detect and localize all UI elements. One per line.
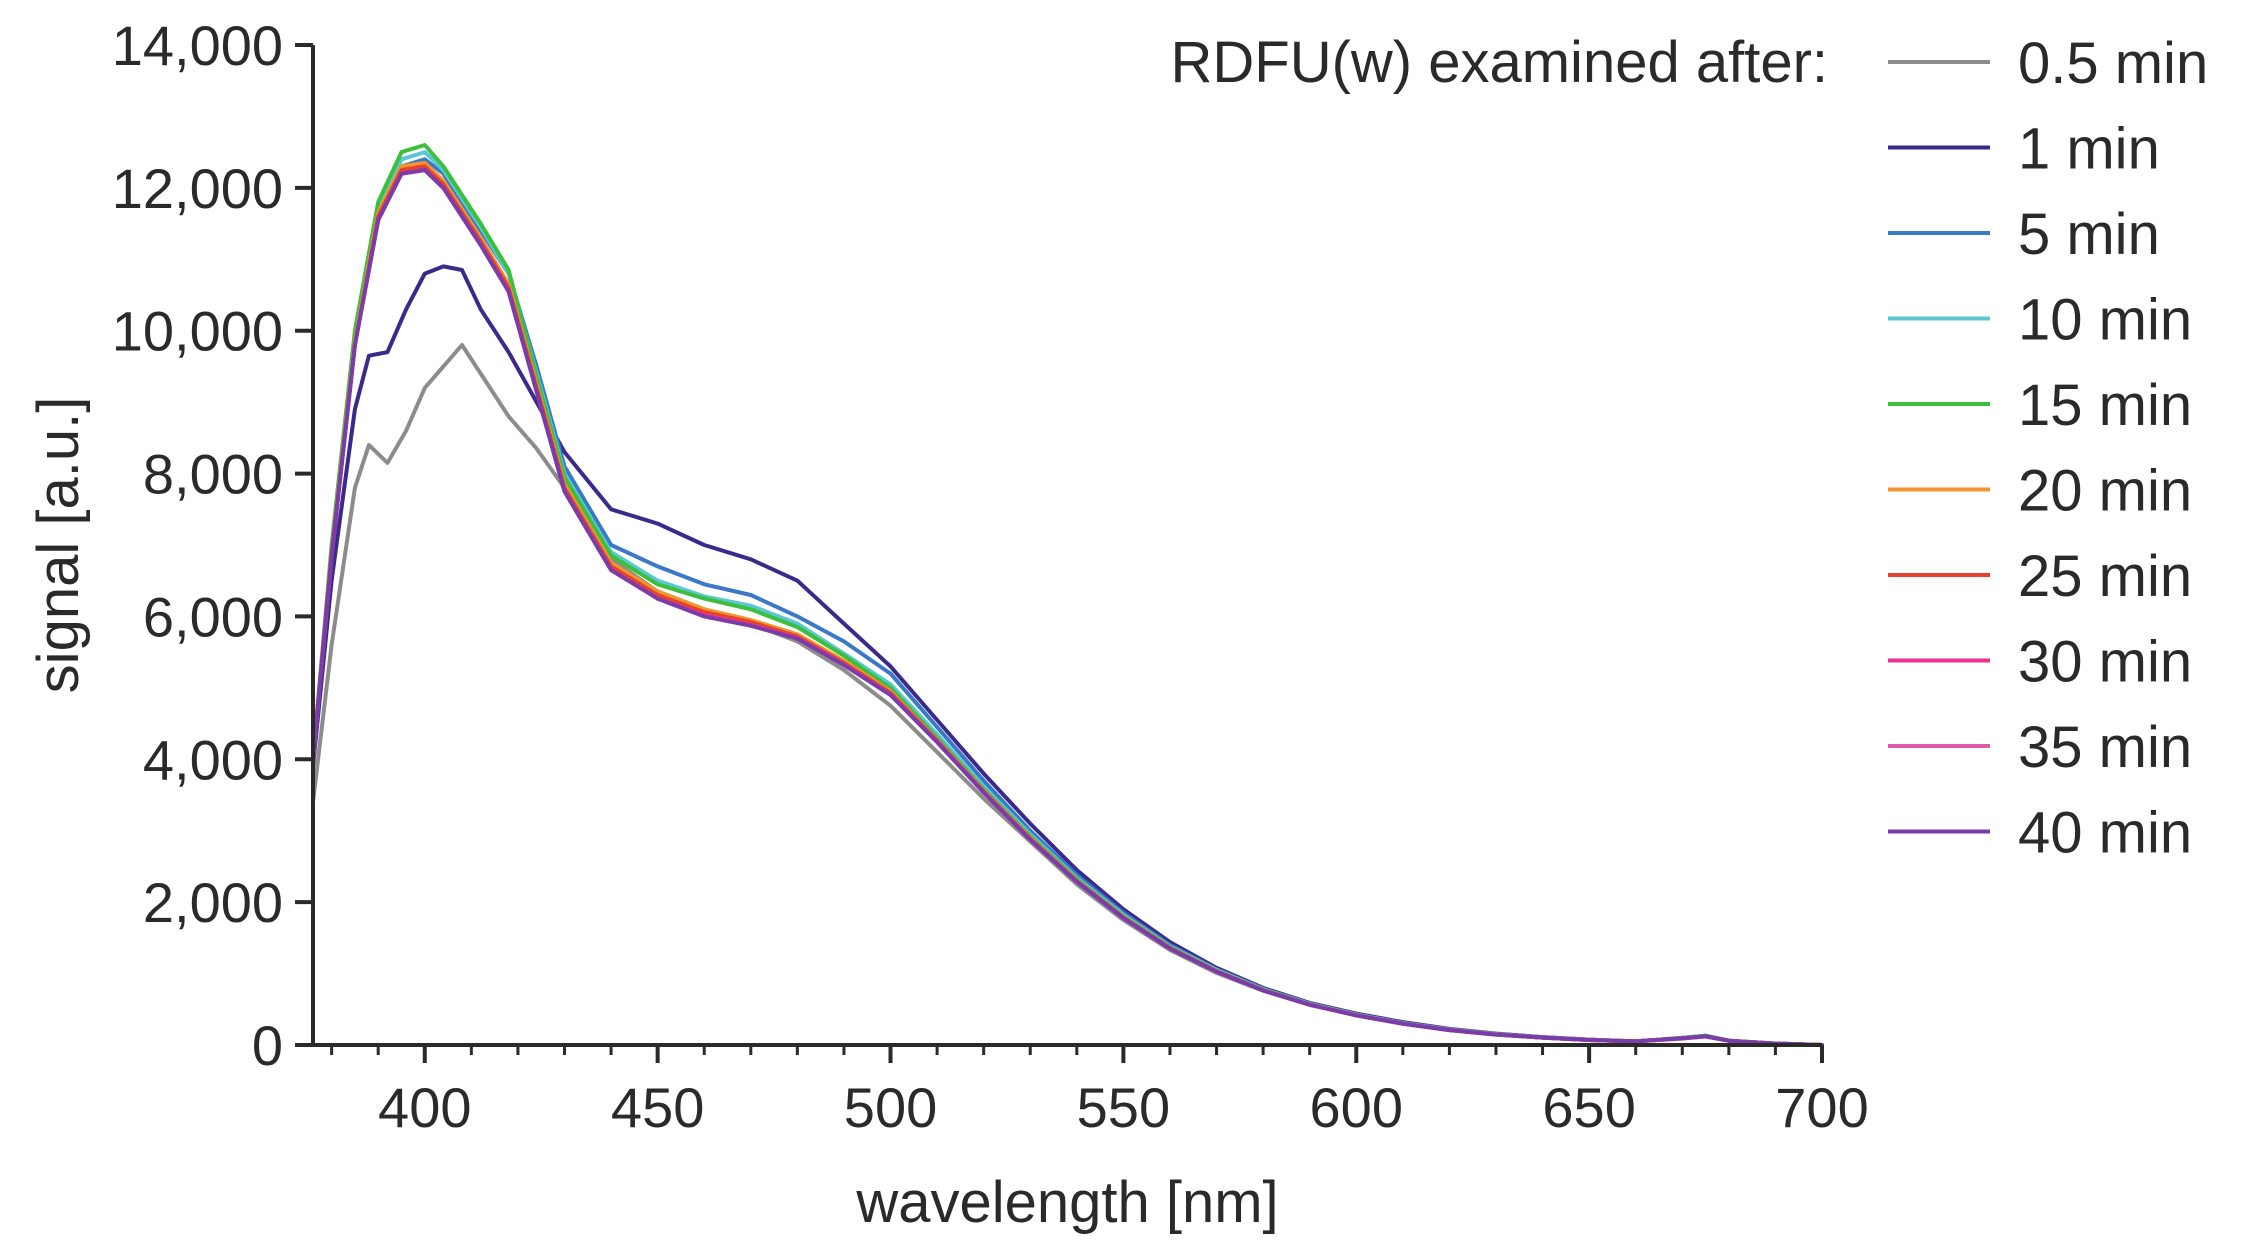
legend-item: 1 min <box>1888 117 2160 182</box>
y-tick-label: 6,000 <box>143 585 283 648</box>
legend-label: 1 min <box>2018 117 2160 182</box>
legend-item: 20 min <box>1888 459 2192 524</box>
legend-item: 40 min <box>1888 801 2192 866</box>
legend-item: 15 min <box>1888 373 2192 438</box>
x-tick-label: 550 <box>1077 1076 1170 1139</box>
series-line-6 <box>311 164 1824 1047</box>
series-line-2 <box>311 157 1824 1047</box>
y-tick-label: 2,000 <box>143 871 283 934</box>
legend: 0.5 min 1 min 5 min 10 min 15 min 20 min 25 mi… <box>1888 31 2208 866</box>
series-line-4 <box>311 143 1824 1047</box>
x-tick-label: 600 <box>1310 1076 1403 1139</box>
series-line-8 <box>311 168 1824 1047</box>
series-line-7 <box>311 168 1824 1047</box>
legend-item: 25 min <box>1888 544 2192 609</box>
x-tick-label: 450 <box>611 1076 704 1139</box>
x-tick-label: 500 <box>844 1076 937 1139</box>
plot-area <box>311 143 1824 1047</box>
x-ticks: 400 450 500 550 600 650 700 <box>330 1045 1869 1139</box>
series-line-3 <box>311 150 1824 1047</box>
legend-item: 10 min <box>1888 288 2192 353</box>
y-tick-label: 4,000 <box>143 728 283 791</box>
legend-label: 25 min <box>2018 544 2192 609</box>
x-tick-label: 400 <box>378 1076 471 1139</box>
legend-label: 5 min <box>2018 202 2160 267</box>
legend-label: 0.5 min <box>2018 31 2208 96</box>
series-line-5 <box>311 160 1824 1047</box>
legend-item: 5 min <box>1888 202 2160 267</box>
legend-label: 40 min <box>2018 801 2192 866</box>
series-line-9 <box>311 168 1824 1047</box>
axes: 400 450 500 550 600 650 700 0 2,000 4,000 6,000 8,… <box>112 14 1869 1139</box>
legend-item: 35 min <box>1888 715 2192 780</box>
legend-label: 35 min <box>2018 715 2192 780</box>
legend-label: 30 min <box>2018 630 2192 695</box>
x-axis-label: wavelength [nm] <box>855 1170 1278 1235</box>
y-tick-label: 0 <box>252 1014 283 1077</box>
legend-item: 30 min <box>1888 630 2192 695</box>
y-tick-label: 8,000 <box>143 443 283 506</box>
y-axis-label: signal [a.u.] <box>26 397 91 694</box>
y-tick-label: 12,000 <box>112 157 283 220</box>
legend-label: 20 min <box>2018 459 2192 524</box>
legend-title: RDFU(w) examined after: <box>1171 30 1828 95</box>
series-line-0 <box>311 343 1824 1047</box>
legend-label: 10 min <box>2018 288 2192 353</box>
y-tick-label: 14,000 <box>112 14 283 77</box>
legend-item: 0.5 min <box>1888 31 2208 96</box>
legend-label: 15 min <box>2018 373 2192 438</box>
x-tick-label: 650 <box>1542 1076 1635 1139</box>
y-tick-label: 10,000 <box>112 300 283 363</box>
x-tick-label: 700 <box>1775 1076 1868 1139</box>
y-ticks: 0 2,000 4,000 6,000 8,000 10,000 12,000 14,000 <box>112 14 313 1077</box>
